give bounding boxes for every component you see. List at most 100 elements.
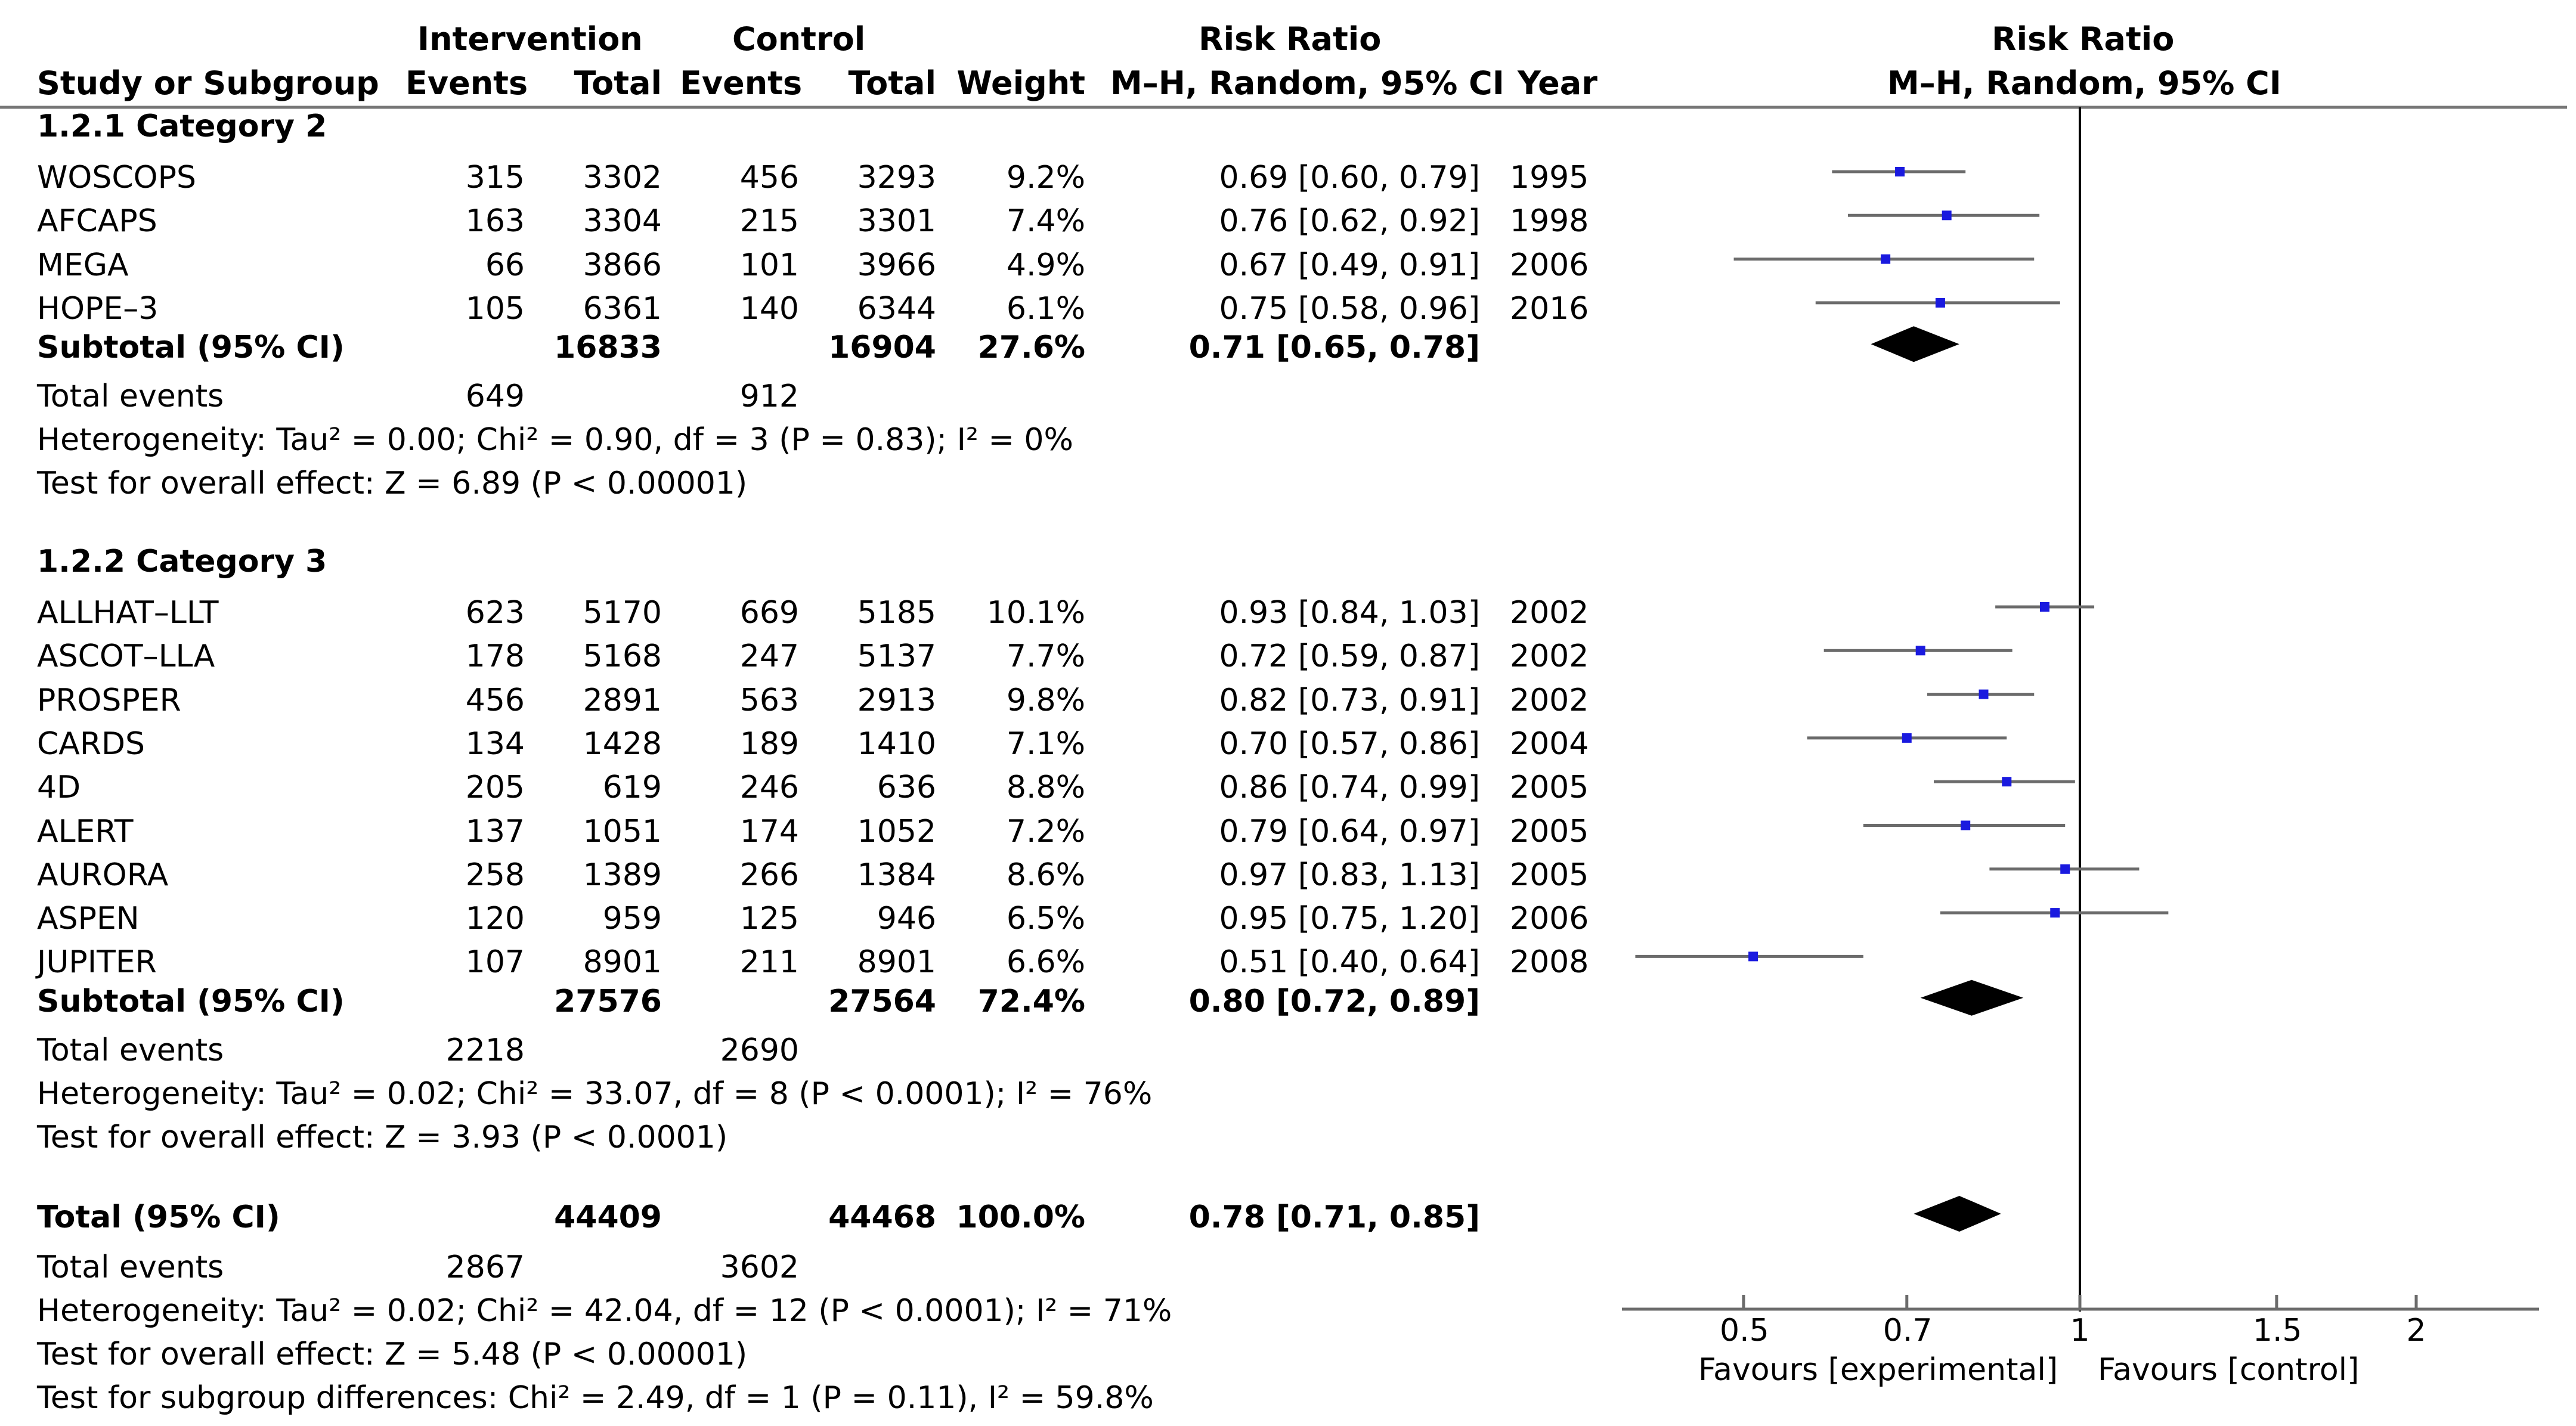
pooled-diamond	[1871, 326, 1959, 362]
point-estimate	[1915, 646, 1925, 656]
intervention-events: 107	[465, 944, 525, 981]
intervention-events: 623	[465, 595, 525, 631]
control-total: 1410	[857, 726, 936, 762]
intervention-total: 1051	[583, 813, 662, 850]
study-year: 2002	[1510, 638, 1589, 675]
plot-method-header: M–H, Random, 95% CI	[1887, 64, 2281, 102]
point-estimate	[1935, 297, 1945, 308]
study-weight: 6.6%	[1006, 944, 1085, 981]
study-weight: 7.1%	[1006, 726, 1085, 762]
study-name: 4D	[37, 770, 81, 806]
study-risk-ratio: 0.75 [0.58, 0.96]	[1219, 290, 1480, 327]
plot-marks	[1622, 107, 2539, 1312]
study-name: JUPITER	[37, 944, 157, 981]
study-risk-ratio: 0.67 [0.49, 0.91]	[1219, 247, 1480, 283]
study-name: HOPE–3	[37, 290, 159, 327]
study-risk-ratio: 0.82 [0.73, 0.91]	[1219, 682, 1480, 718]
study-weight: 9.2%	[1006, 160, 1085, 196]
risk-ratio-method-header: M–H, Random, 95% CI	[1110, 64, 1504, 102]
control-header: Control	[732, 20, 866, 58]
control-total: 6344	[857, 290, 936, 327]
intervention-total: 8901	[583, 944, 662, 981]
intervention-total: 1428	[583, 726, 662, 762]
control-total: 1052	[857, 813, 936, 850]
intervention-events: 315	[465, 160, 525, 196]
study-year: 2006	[1510, 247, 1589, 283]
x-tick-label: 1	[2070, 1313, 2090, 1348]
study-risk-ratio: 0.86 [0.74, 0.99]	[1219, 770, 1480, 806]
year-header: Year	[1518, 64, 1597, 102]
plot-risk-ratio-header: Risk Ratio	[1992, 20, 2175, 58]
total-events-control: 3602	[720, 1250, 799, 1285]
intervention-total: 5168	[583, 638, 662, 675]
study-year: 2005	[1510, 857, 1589, 893]
subtotal-risk-ratio: 0.80 [0.72, 0.89]	[1188, 983, 1480, 1019]
control-events: 669	[739, 595, 799, 631]
intervention-total: 3302	[583, 160, 662, 196]
x-tick-label: 0.5	[1720, 1313, 1769, 1348]
total-overall-effect-text: Test for overall effect: Z = 5.48 (P < 0…	[37, 1337, 748, 1372]
intervention-events: 178	[465, 638, 525, 675]
control-events: 247	[739, 638, 799, 675]
intervention-events: 205	[465, 770, 525, 806]
favours-experimental-label: Favours [experimental]	[1698, 1352, 2058, 1388]
total-risk-ratio: 0.78 [0.71, 0.85]	[1188, 1199, 1480, 1235]
study-name: MEGA	[37, 247, 129, 283]
total-events-intervention: 2867	[445, 1250, 525, 1285]
point-estimate	[2050, 908, 2060, 918]
control-total: 5185	[857, 595, 936, 631]
study-risk-ratio: 0.97 [0.83, 1.13]	[1219, 857, 1480, 893]
subgroup-differences-text: Test for subgroup differences: Chi² = 2.…	[37, 1380, 1154, 1416]
weight-header: Weight	[956, 64, 1085, 102]
control-events: 101	[739, 247, 799, 283]
study-year: 2004	[1510, 726, 1589, 762]
control-total: 1384	[857, 857, 936, 893]
control-events: 563	[739, 682, 799, 718]
study-weight: 8.8%	[1006, 770, 1085, 806]
control-total: 2913	[857, 682, 936, 718]
total-intervention-total: 44409	[554, 1199, 662, 1235]
control-events: 246	[739, 770, 799, 806]
subtotal-intervention-total: 16833	[554, 330, 662, 366]
intervention-events: 134	[465, 726, 525, 762]
overall-effect-text: Test for overall effect: Z = 6.89 (P < 0…	[37, 466, 748, 502]
control-events: 456	[739, 160, 799, 196]
intervention-events: 258	[465, 857, 525, 893]
study-weight: 8.6%	[1006, 857, 1085, 893]
study-year: 1995	[1510, 160, 1589, 196]
point-estimate	[1895, 167, 1905, 176]
total-control-total: 44468	[828, 1199, 936, 1235]
total-events-label: Total events	[37, 379, 224, 415]
study-risk-ratio: 0.79 [0.64, 0.97]	[1219, 813, 1480, 850]
intervention-total: 3304	[583, 203, 662, 240]
subtotal-control-total: 27564	[828, 983, 936, 1019]
overall-effect-text: Test for overall effect: Z = 3.93 (P < 0…	[37, 1119, 728, 1155]
favours-control-label: Favours [control]	[2098, 1352, 2360, 1388]
study-year: 1998	[1510, 203, 1589, 240]
control-events: 140	[739, 290, 799, 327]
events-intervention: 649	[465, 379, 525, 415]
control-events: 211	[739, 944, 799, 981]
study-weight: 4.9%	[1006, 247, 1085, 283]
intervention-events: 66	[485, 247, 525, 283]
subtotal-weight: 27.6%	[977, 330, 1085, 366]
study-risk-ratio: 0.76 [0.62, 0.92]	[1219, 203, 1480, 240]
study-year: 2006	[1510, 901, 1589, 937]
point-estimate	[1881, 254, 1891, 264]
total-events-label: Total events	[37, 1250, 224, 1285]
study-year: 2016	[1510, 290, 1589, 327]
study-risk-ratio: 0.51 [0.40, 0.64]	[1219, 944, 1480, 981]
study-risk-ratio: 0.70 [0.57, 0.86]	[1219, 726, 1480, 762]
control-events-header: Events	[680, 64, 803, 102]
study-risk-ratio: 0.69 [0.60, 0.79]	[1219, 160, 1480, 196]
subtotal-risk-ratio: 0.71 [0.65, 0.78]	[1188, 330, 1480, 366]
subtotal-intervention-total: 27576	[554, 983, 662, 1019]
point-estimate	[2060, 864, 2070, 874]
intervention-events-header: Events	[405, 64, 528, 102]
subtotal-weight: 72.4%	[977, 983, 1085, 1019]
point-estimate	[1902, 733, 1912, 743]
intervention-total: 1389	[583, 857, 662, 893]
intervention-events: 105	[465, 290, 525, 327]
control-events: 189	[739, 726, 799, 762]
study-year: 2008	[1510, 944, 1589, 981]
